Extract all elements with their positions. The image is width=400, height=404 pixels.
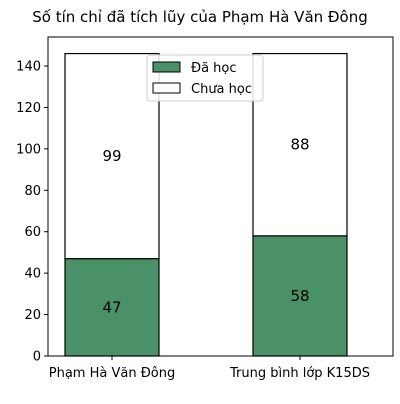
bar-value-label: 58 bbox=[290, 287, 309, 305]
legend-label: Đã học bbox=[191, 61, 237, 76]
bar-segment bbox=[64, 52, 160, 260]
bar-value-label: 47 bbox=[102, 298, 121, 316]
y-tick-label: 80 bbox=[24, 184, 41, 199]
x-tick-label: Trung bình lớp K15DS bbox=[229, 366, 370, 381]
x-tick-label: Phạm Hà Văn Đông bbox=[49, 366, 175, 381]
y-tick-label: 40 bbox=[24, 267, 41, 282]
bar-segment bbox=[252, 52, 348, 237]
legend: Đã học Chưa học bbox=[146, 54, 264, 102]
bar-value-label: 88 bbox=[290, 136, 309, 154]
bars: 47 99 58 88 bbox=[64, 52, 348, 357]
bar-segment bbox=[252, 235, 348, 357]
y-tick-label: 20 bbox=[24, 308, 41, 323]
y-tick-label: 140 bbox=[16, 60, 41, 75]
bar-value-label: 99 bbox=[102, 147, 121, 165]
y-tick-label: 0 bbox=[33, 350, 41, 365]
legend-swatch bbox=[152, 82, 181, 94]
axes: 0 20 40 60 80 100 120 140 Phạm Hà Văn Đông Trung … bbox=[16, 36, 394, 381]
legend-swatch bbox=[152, 61, 181, 73]
chart-title: Số tín chỉ đã tích lũy của Phạm Hà Văn Đ… bbox=[32, 8, 368, 26]
y-tick-label: 100 bbox=[16, 142, 41, 157]
axes-frame bbox=[47, 36, 394, 357]
y-tick-label: 120 bbox=[16, 101, 41, 116]
legend-label: Chưa học bbox=[191, 82, 252, 97]
y-tick-label: 60 bbox=[24, 225, 41, 240]
